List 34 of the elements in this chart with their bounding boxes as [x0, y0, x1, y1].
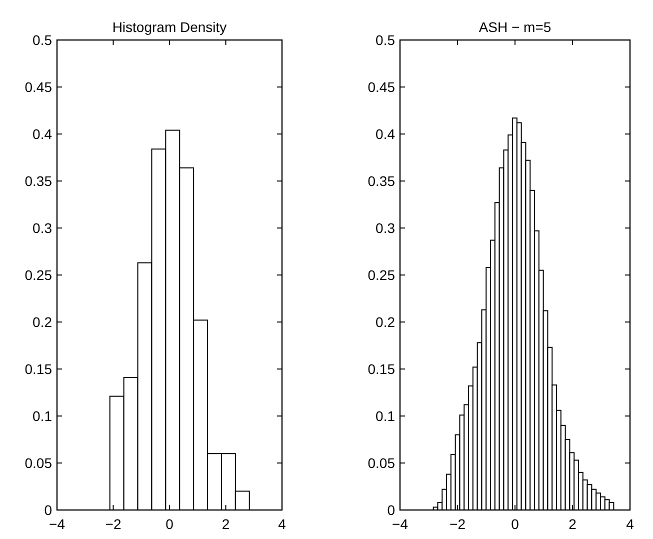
y-tick-label: 0.15 — [368, 361, 396, 377]
x-tick-label: 2 — [222, 516, 230, 532]
y-tick-label: 0.3 — [376, 220, 396, 236]
y-tick-label: 0.45 — [368, 79, 396, 95]
y-tick-label: 0.35 — [368, 173, 396, 189]
y-tick-label: 0.15 — [24, 361, 52, 377]
chart-title: Histogram Density — [112, 19, 227, 35]
y-tick-label: 0.1 — [32, 408, 52, 424]
x-tick-label: 4 — [626, 516, 634, 532]
x-tick-label: −2 — [450, 516, 466, 532]
y-tick-label: 0.5 — [376, 32, 396, 48]
x-tick-label: 0 — [166, 516, 174, 532]
chart-title: ASH − m=5 — [478, 19, 552, 35]
y-tick-label: 0.4 — [32, 126, 52, 142]
x-tick-label: −2 — [105, 516, 122, 532]
y-tick-label: 0.4 — [376, 126, 396, 142]
y-tick-label: 0 — [387, 502, 396, 518]
y-tick-label: 0.05 — [368, 455, 396, 471]
y-tick-label: 0.2 — [32, 314, 52, 330]
y-tick-label: 0.05 — [24, 455, 52, 471]
y-tick-label: 0.5 — [32, 32, 52, 48]
x-tick-label: −4 — [392, 516, 408, 532]
y-tick-label: 0.1 — [376, 408, 396, 424]
x-tick-label: 2 — [568, 516, 577, 532]
x-tick-label: 0 — [511, 516, 520, 532]
x-tick-label: 4 — [278, 516, 286, 532]
y-tick-label: 0.3 — [32, 220, 52, 236]
x-tick-label: −4 — [49, 516, 66, 532]
y-tick-label: 0.35 — [24, 173, 52, 189]
y-tick-label: 0.25 — [24, 267, 52, 283]
y-tick-label: 0.45 — [24, 79, 52, 95]
y-tick-label: 0.25 — [368, 267, 396, 283]
y-tick-label: 0 — [44, 502, 52, 518]
y-tick-label: 0.2 — [376, 314, 396, 330]
